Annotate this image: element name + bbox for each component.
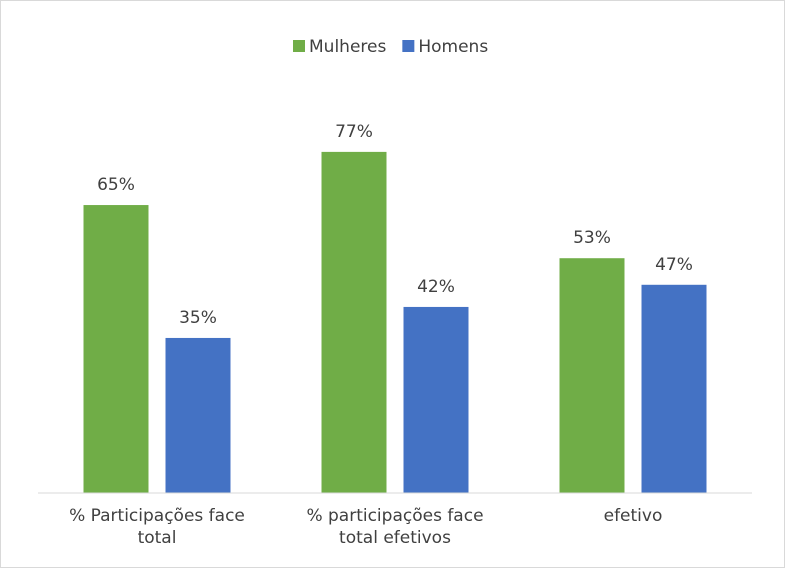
- legend-label: Homens: [418, 37, 488, 57]
- bar: [403, 306, 469, 493]
- bar: [641, 284, 707, 493]
- bar: [165, 337, 231, 493]
- x-tick-label: % participações face total efetivos: [306, 506, 484, 548]
- bar: [559, 258, 625, 493]
- legend-label: Mulheres: [309, 37, 386, 57]
- bar: [83, 205, 149, 494]
- data-label: 53%: [573, 228, 611, 248]
- legend-swatch: [402, 40, 415, 52]
- legend-swatch: [293, 40, 305, 52]
- data-label: 42%: [417, 277, 455, 297]
- data-label: 65%: [97, 175, 135, 195]
- data-label: 35%: [179, 308, 217, 328]
- data-label: 77%: [335, 122, 373, 142]
- x-tick-label: % Participações face total: [69, 506, 245, 548]
- x-tick-label: efetivo: [603, 506, 663, 526]
- bar: [321, 151, 387, 493]
- data-label: 47%: [655, 255, 693, 275]
